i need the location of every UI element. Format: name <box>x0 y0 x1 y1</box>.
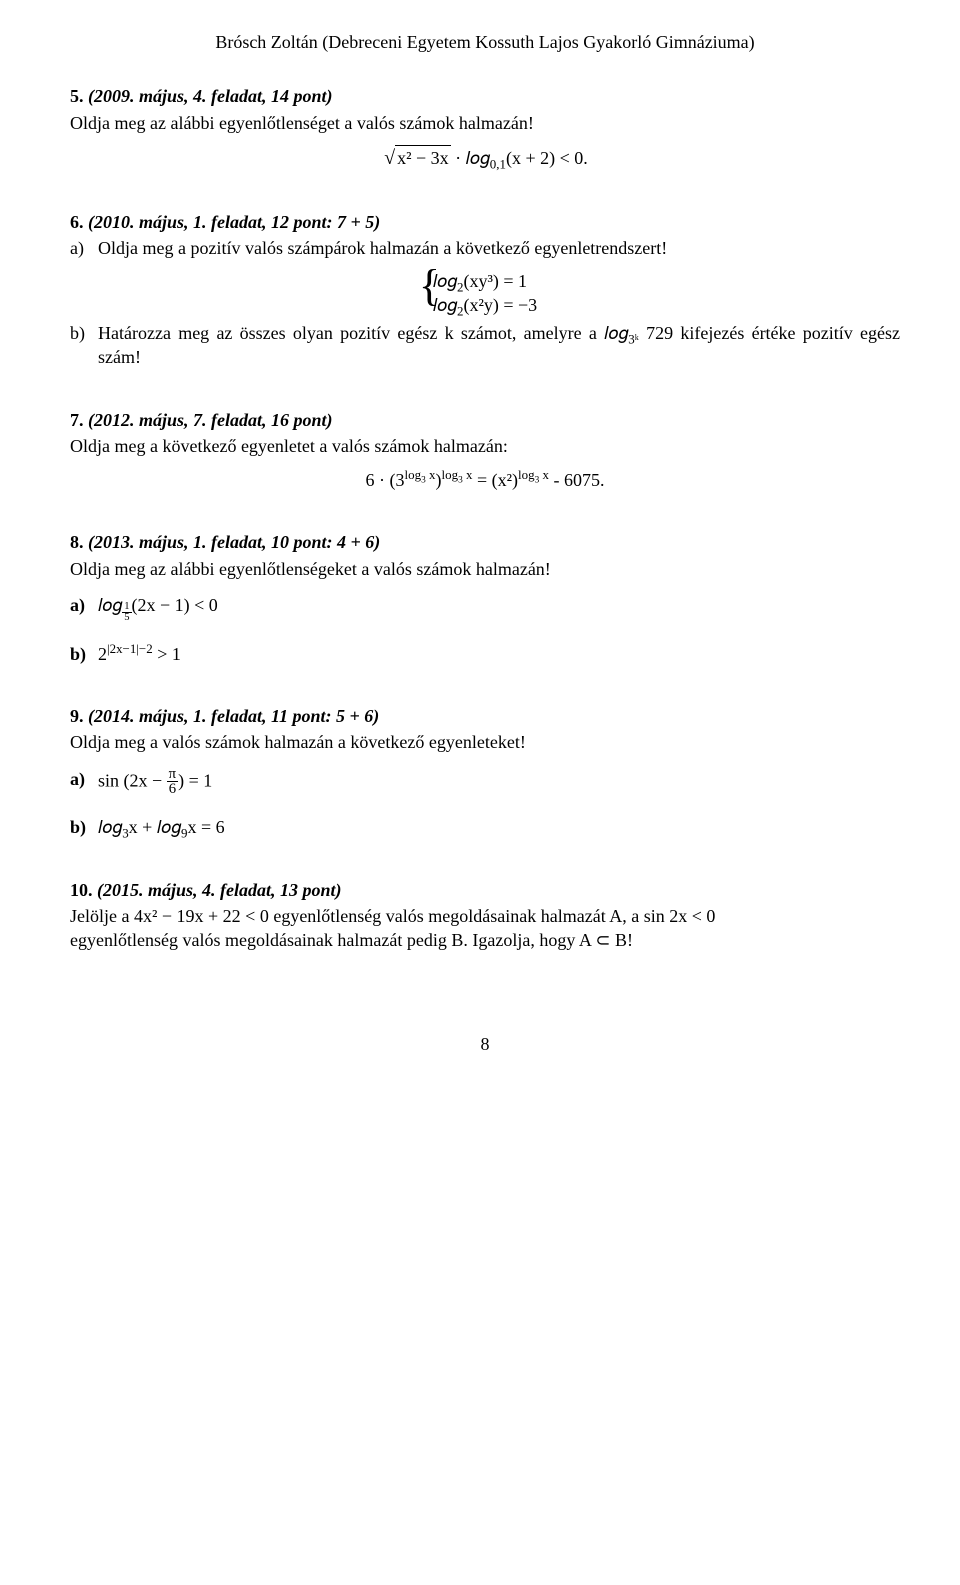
problem-number: 9. <box>70 706 84 726</box>
list-marker: a) <box>70 767 85 791</box>
list-marker: b) <box>70 815 86 839</box>
list-marker: b) <box>70 642 86 666</box>
page-number: 8 <box>70 1032 900 1056</box>
problem-text: Oldja meg az alábbi egyenlőtlenségeket a… <box>70 557 900 581</box>
problem-8: 8. (2013. május, 1. feladat, 10 pont: 4 … <box>70 530 900 666</box>
page-header: Brósch Zoltán (Debreceni Egyetem Kossuth… <box>70 30 900 54</box>
formula: 6 · (3log3 x)log3 x = (x²)log3 x - 6075. <box>70 468 900 492</box>
problem-number: 7. <box>70 410 84 430</box>
problem-title: (2012. május, 7. feladat, 16 pont) <box>88 410 333 430</box>
equation-system: { 𝑙𝑜𝑔2(xy³) = 1 𝑙𝑜𝑔2(x²y) = −3 <box>70 270 900 317</box>
problem-title: (2010. május, 1. feladat, 12 pont: 7 + 5… <box>88 212 380 232</box>
problem-text: Oldja meg az alábbi egyenlőtlenséget a v… <box>70 111 900 135</box>
problem-text: Oldja meg a valós számok halmazán a köve… <box>70 730 900 754</box>
list-marker: a) <box>70 593 85 617</box>
problem-number: 8. <box>70 532 84 552</box>
problem-title: (2014. május, 1. feladat, 11 pont: 5 + 6… <box>88 706 379 726</box>
problem-9: 9. (2014. május, 1. feladat, 11 pont: 5 … <box>70 704 900 839</box>
problem-text-line2: egyenlőtlenség valós megoldásainak halma… <box>70 928 900 952</box>
problem-number: 10. <box>70 880 93 900</box>
list-marker: a) <box>70 236 84 260</box>
subpart-b: b) 2|2x−1|−2 > 1 <box>70 642 900 666</box>
subpart-text: Oldja meg a pozitív valós számpárok halm… <box>98 238 667 258</box>
problem-7: 7. (2012. május, 7. feladat, 16 pont) Ol… <box>70 408 900 493</box>
problem-text-line1: Jelölje a 4x² − 19x + 22 < 0 egyenlőtlen… <box>70 904 900 928</box>
problem-text: Oldja meg a következő egyenletet a valós… <box>70 434 900 458</box>
problem-number: 5. <box>70 86 84 106</box>
subpart-b: b) 𝑙𝑜𝑔3x + 𝑙𝑜𝑔9x = 6 <box>70 815 900 839</box>
subpart-a: a) sin (2x − π6) = 1 <box>70 767 900 798</box>
problem-number: 6. <box>70 212 84 232</box>
problem-6: 6. (2010. május, 1. feladat, 12 pont: 7 … <box>70 210 900 370</box>
subpart-b: b) Határozza meg az összes olyan pozitív… <box>70 321 900 370</box>
problem-5: 5. (2009. május, 4. feladat, 14 pont) Ol… <box>70 84 900 171</box>
formula: x² − 3x · 𝑙𝑜𝑔0,1(x + 2) < 0. <box>70 145 900 172</box>
problem-title: (2015. május, 4. feladat, 13 pont) <box>97 880 342 900</box>
subpart-a: a) 𝑙𝑜𝑔15(2x − 1) < 0 <box>70 593 900 624</box>
subpart-a: a) Oldja meg a pozitív valós számpárok h… <box>70 236 900 260</box>
list-marker: b) <box>70 321 85 345</box>
problem-title: (2013. május, 1. feladat, 10 pont: 4 + 6… <box>88 532 380 552</box>
problem-10: 10. (2015. május, 4. feladat, 13 pont) J… <box>70 878 900 953</box>
problem-title: (2009. május, 4. feladat, 14 pont) <box>88 86 333 106</box>
